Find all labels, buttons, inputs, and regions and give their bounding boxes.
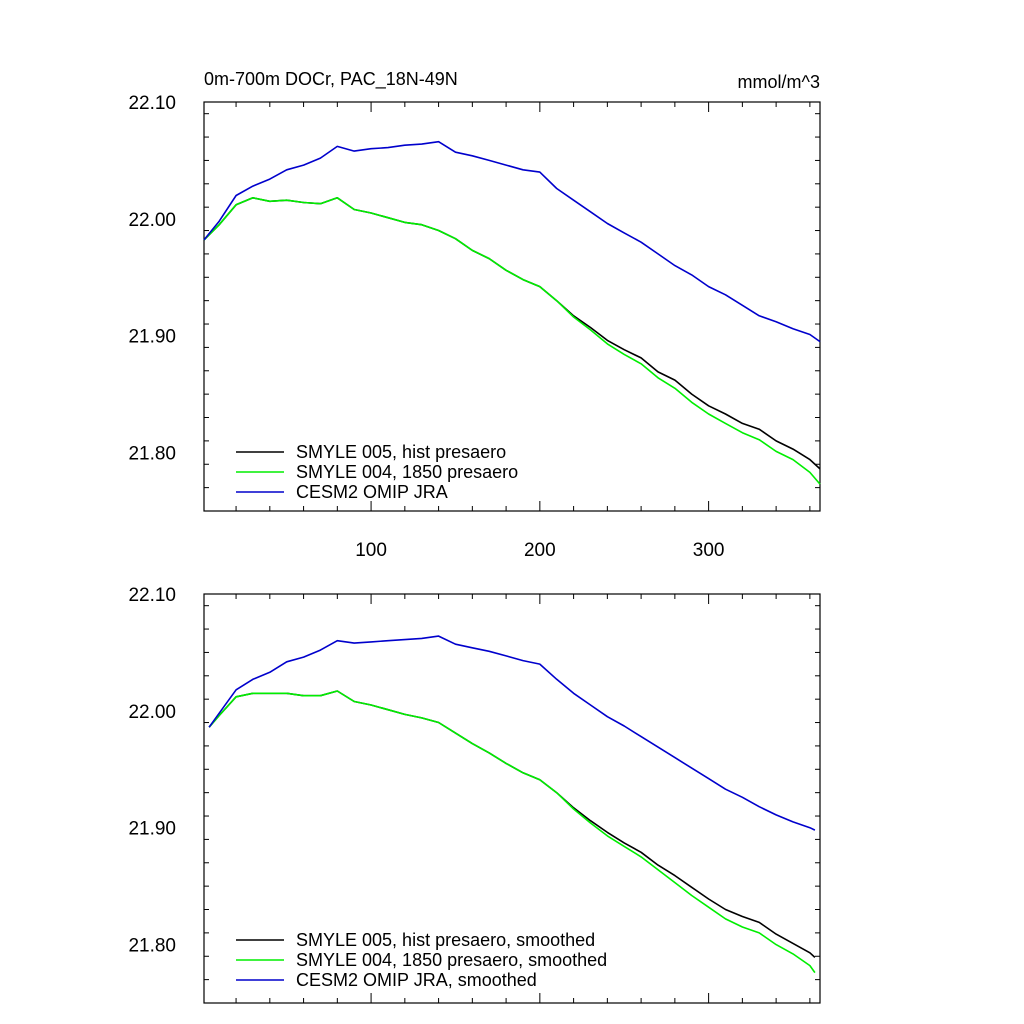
legend-label: CESM2 OMIP JRA <box>296 482 448 502</box>
bottom-panel: 21.80 21.90 22.00 22.10 SMYLE 005, hist pre… <box>128 585 821 1004</box>
axis-ticks <box>204 102 820 512</box>
y-tick-label: 21.90 <box>128 327 176 348</box>
series-line <box>203 197 821 485</box>
plot-frame <box>203 101 821 512</box>
y-tick-label: 22.00 <box>128 210 176 231</box>
x-tick-label: 100 <box>355 540 387 561</box>
legend-label: CESM2 OMIP JRA, smoothed <box>296 970 537 990</box>
y-tick-label: 22.10 <box>128 93 176 114</box>
y-tick-label: 21.80 <box>128 444 176 465</box>
x-tick-label: 200 <box>524 540 556 561</box>
y-tick-label: 21.90 <box>128 819 176 840</box>
y-tick-label: 22.10 <box>128 585 176 606</box>
y-axis-labels: 21.80 21.90 22.00 22.10 <box>128 585 176 957</box>
plot-frame <box>203 593 821 1004</box>
axis-ticks <box>204 594 820 1004</box>
y-tick-label: 22.00 <box>128 702 176 723</box>
x-axis-labels: 100 200 300 <box>355 540 724 561</box>
chart-title: 0m-700m DOCr, PAC_18N-49N <box>204 69 458 90</box>
legend-label: SMYLE 004, 1850 presaero, smoothed <box>296 950 607 970</box>
series-lines <box>203 140 821 485</box>
legend-label: SMYLE 005, hist presaero <box>296 442 506 462</box>
series-lines <box>208 635 816 974</box>
top-panel: 0m-700m DOCr, PAC_18N-49N mmol/m^3 21.80… <box>128 69 821 561</box>
x-tick-label: 300 <box>693 540 725 561</box>
series-line <box>203 140 821 343</box>
units-label: mmol/m^3 <box>738 72 820 92</box>
legend-label: SMYLE 004, 1850 presaero <box>296 462 518 482</box>
legend: SMYLE 005, hist presaero, smoothedSMYLE … <box>236 930 607 990</box>
y-tick-label: 21.80 <box>128 936 176 957</box>
series-line <box>208 635 816 831</box>
series-line <box>208 690 816 974</box>
y-axis-labels: 21.80 21.90 22.00 22.10 <box>128 93 176 465</box>
legend-label: SMYLE 005, hist presaero, smoothed <box>296 930 595 950</box>
